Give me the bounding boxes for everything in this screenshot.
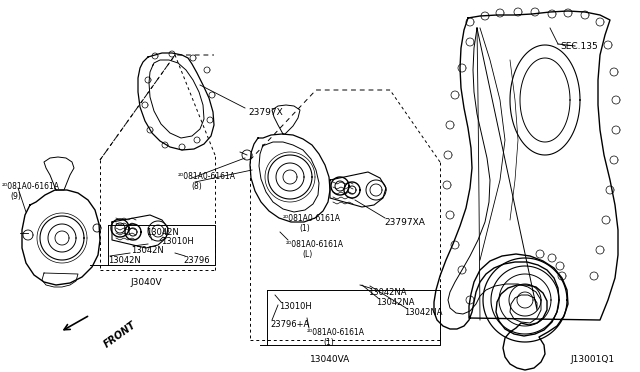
Text: ²⁰081A0-6161A: ²⁰081A0-6161A <box>2 182 60 191</box>
Text: 13042NA: 13042NA <box>376 298 415 307</box>
Text: 13010H: 13010H <box>279 302 312 311</box>
Text: J13001Q1: J13001Q1 <box>570 355 614 364</box>
Text: J3040V: J3040V <box>130 278 162 287</box>
Text: 23797X: 23797X <box>248 108 283 117</box>
Text: (1): (1) <box>323 338 333 347</box>
Text: 13042N: 13042N <box>131 246 164 255</box>
Text: 13042NA: 13042NA <box>404 308 442 317</box>
Text: 13042NA: 13042NA <box>368 288 406 297</box>
Text: 13040VA: 13040VA <box>310 355 350 364</box>
Text: 23797XA: 23797XA <box>384 218 425 227</box>
Text: (9): (9) <box>10 192 21 201</box>
Text: ²⁰081A0-6161A: ²⁰081A0-6161A <box>178 172 236 181</box>
Text: 13042N: 13042N <box>108 256 141 265</box>
Text: 23796: 23796 <box>183 256 210 265</box>
Text: SEC.135: SEC.135 <box>560 42 598 51</box>
Text: (L): (L) <box>302 250 312 259</box>
Text: ²⁰081A0-6161A: ²⁰081A0-6161A <box>307 328 365 337</box>
Text: 13042N: 13042N <box>146 228 179 237</box>
Text: FRONT: FRONT <box>102 320 138 350</box>
Text: ²⁰081A0-6161A: ²⁰081A0-6161A <box>286 240 344 249</box>
Text: 23796+A: 23796+A <box>270 320 309 329</box>
Text: (8): (8) <box>191 182 202 191</box>
Text: 13010H: 13010H <box>161 237 194 246</box>
Text: (1): (1) <box>299 224 310 233</box>
Text: ²⁰081A0-6161A: ²⁰081A0-6161A <box>283 214 341 223</box>
